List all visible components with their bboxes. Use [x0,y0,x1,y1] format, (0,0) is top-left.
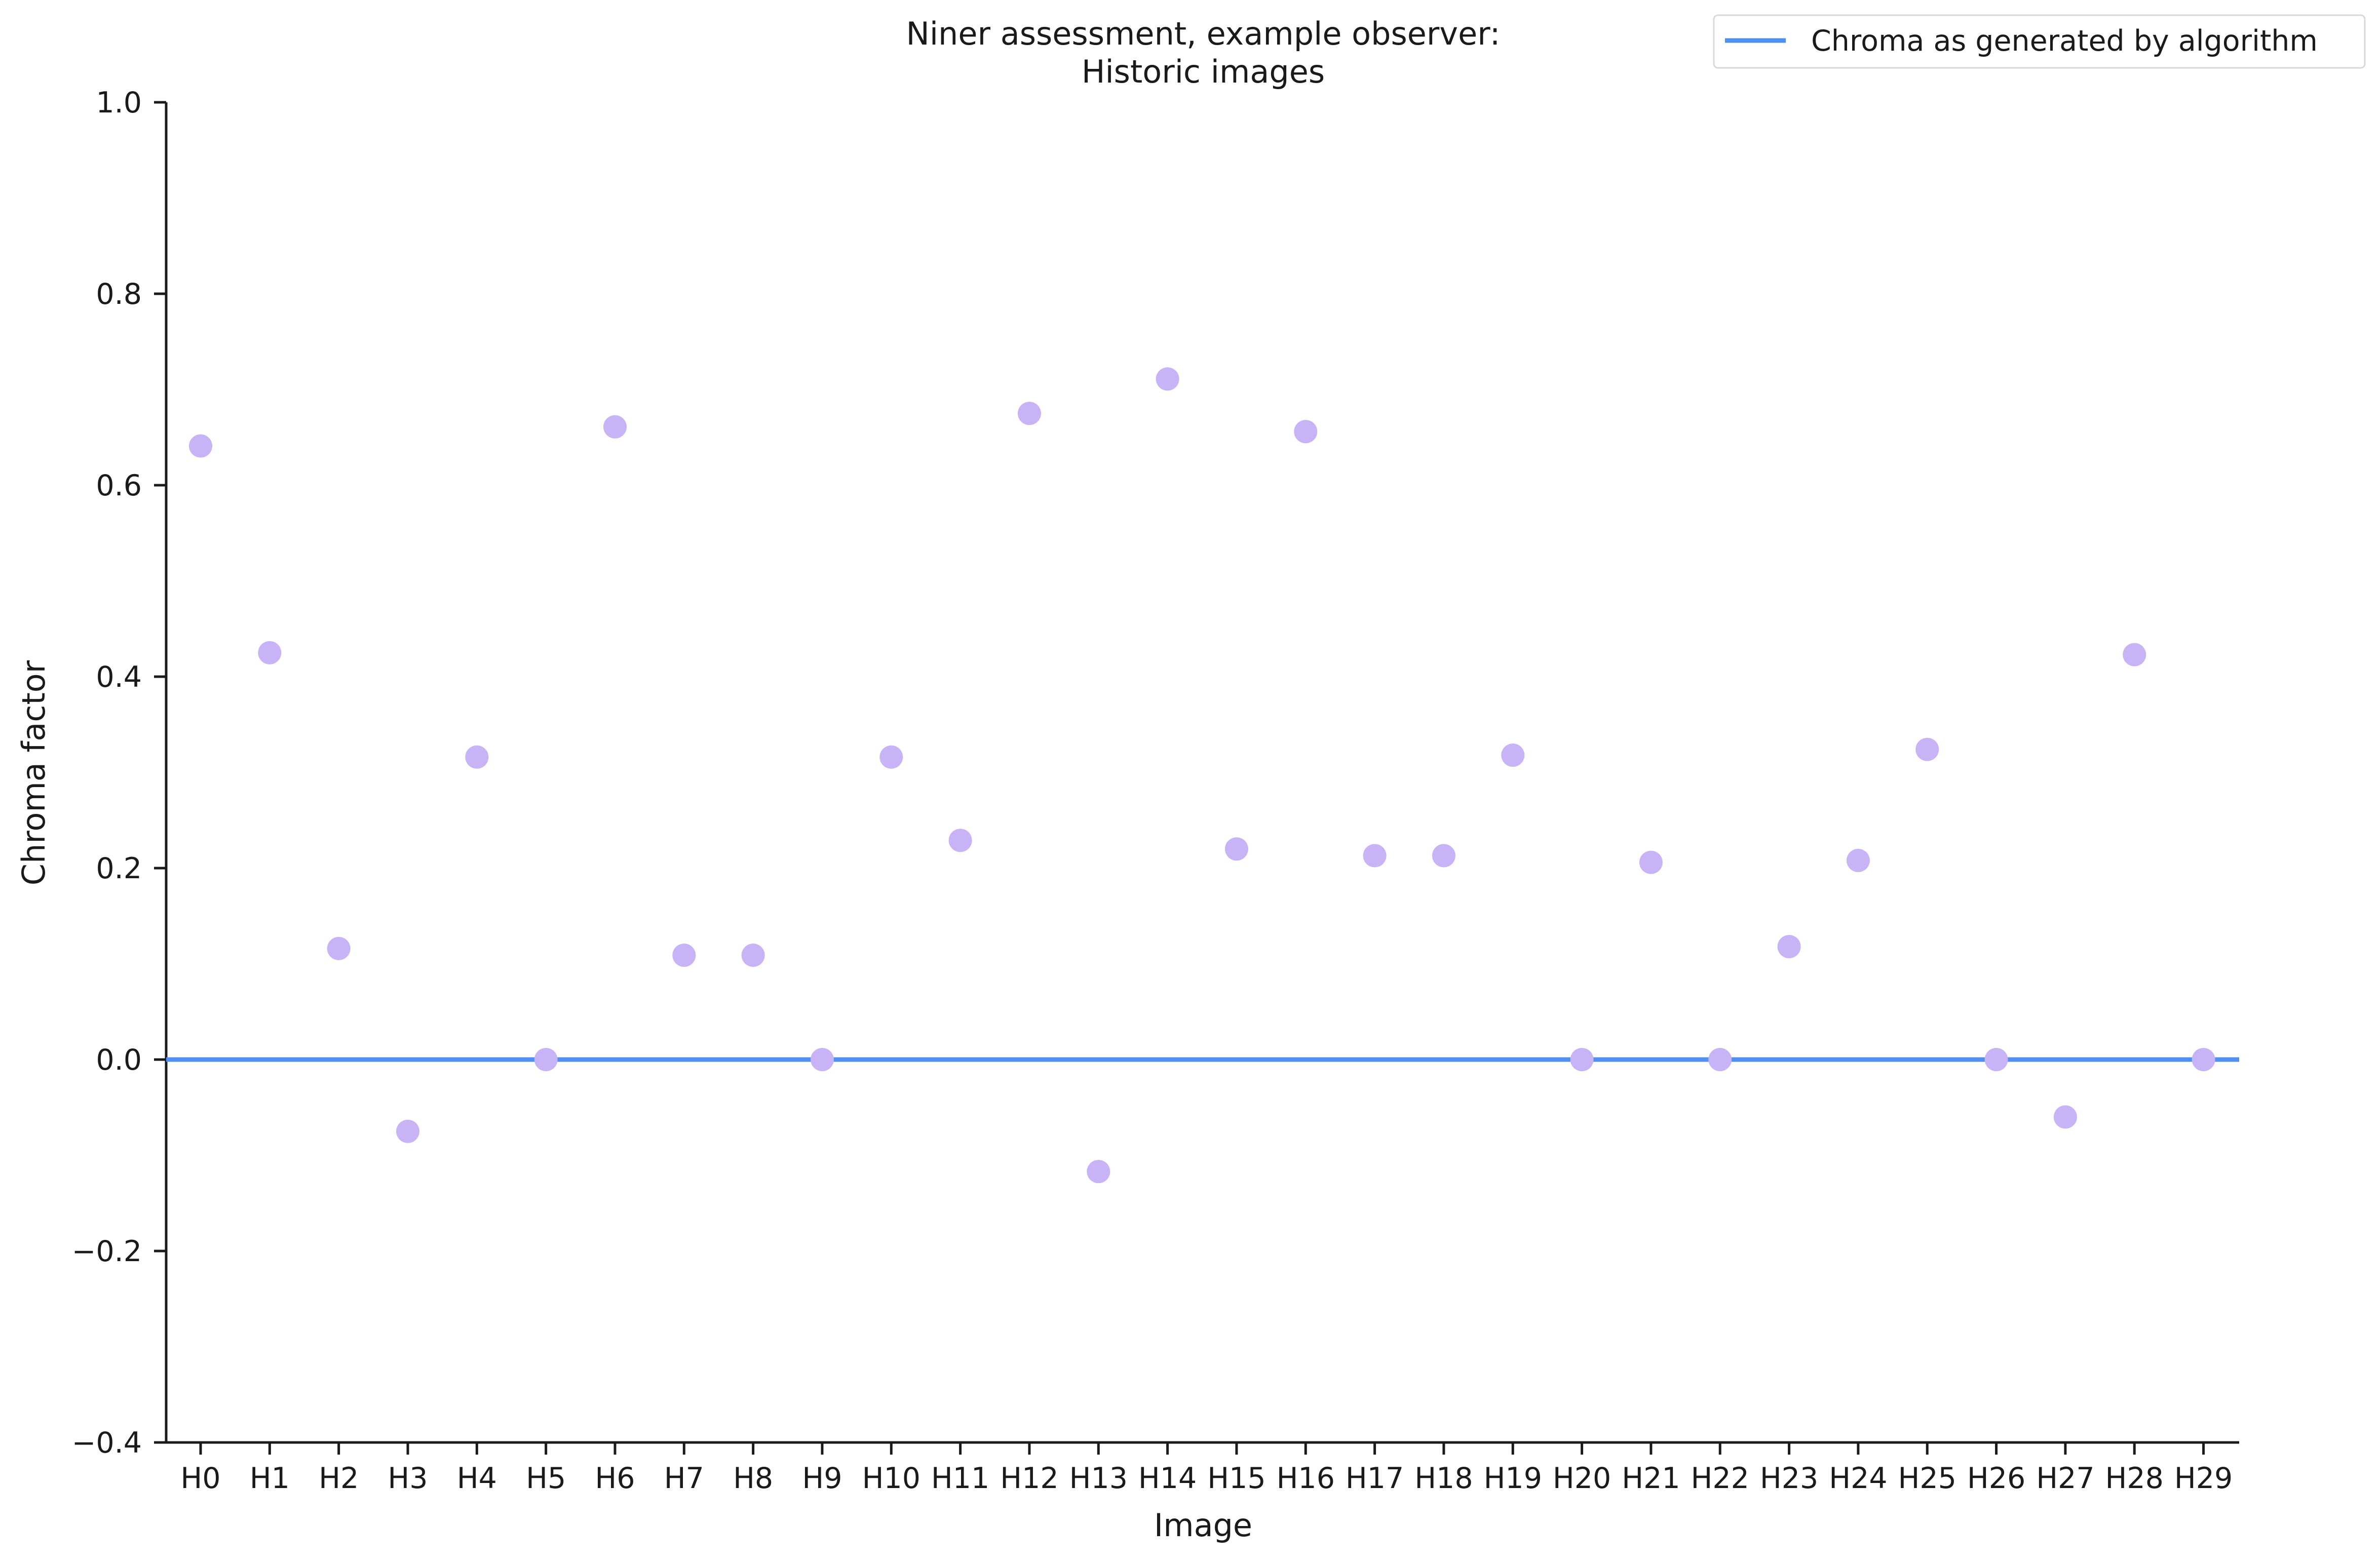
scatter-points [189,367,2215,1184]
x-axis: H0 H1 H2 H3 H4 H5 H6 H7 H8 H9 H10 H11 H12 H13 H14 H15 H1… [166,1441,2239,1495]
data-point [1432,844,1455,868]
x-tick-label: H7 [664,1462,704,1495]
x-tick-label: H0 [180,1462,220,1495]
x-tick-label: H25 [1898,1462,1956,1495]
data-point [396,1119,419,1143]
legend-frame [1713,14,2366,69]
data-point [1363,844,1387,868]
x-tick-label: H15 [1207,1462,1265,1495]
data-point [1708,1048,1732,1071]
x-tick-label: H9 [802,1462,842,1495]
data-point [1846,848,1870,872]
x-tick-label: H29 [2174,1462,2233,1495]
data-point [1777,934,1801,958]
chart-subtitle: Historic images [1082,53,1325,90]
y-tick-label: −0.2 [72,1235,142,1268]
legend-label: Chroma as generated by algorithm [1811,24,2318,58]
data-point [1501,743,1525,767]
y-tick-label: 0.6 [96,469,142,502]
data-point [1984,1048,2008,1071]
data-point [327,936,351,960]
x-tick-label: H6 [595,1462,635,1495]
x-tick-label: H4 [457,1462,497,1495]
data-point [1017,402,1041,425]
x-tick-label: H10 [862,1462,920,1495]
data-point [948,829,972,852]
data-point [1639,850,1663,874]
x-tick-label: H5 [526,1462,566,1495]
y-tick-label: 1.0 [96,86,142,120]
x-tick-label: H3 [388,1462,428,1495]
data-point [465,745,489,769]
data-point [258,641,282,665]
y-tick-label: 0.2 [96,852,142,885]
data-point [1294,420,1318,444]
data-point [1224,837,1248,861]
y-tick-label: 0.0 [96,1043,142,1077]
data-point [1915,737,1939,761]
data-point [879,745,903,769]
y-axis: 1.0 0.8 0.6 0.4 0.2 0.0 −0.2 −0.4 [72,86,168,1460]
x-tick-label: H12 [1000,1462,1058,1495]
x-tick-label: H18 [1414,1462,1473,1495]
x-tick-label: H21 [1622,1462,1680,1495]
x-tick-label: H8 [733,1462,773,1495]
x-tick-label: H22 [1691,1462,1749,1495]
y-tick-label: 0.8 [96,278,142,311]
chart-title: Niner assessment, example observer: [906,15,1500,52]
x-axis-title: Image [1154,1507,1252,1544]
x-tick-label: H26 [1967,1462,2025,1495]
x-tick-label: H1 [250,1462,290,1495]
data-point [741,943,765,967]
y-axis-title: Chroma factor [15,660,52,885]
data-point [1570,1048,1594,1071]
data-point [2053,1105,2077,1129]
y-tick-label: 0.4 [96,660,142,694]
data-point [1156,367,1179,391]
data-point [672,943,696,967]
x-tick-label: H11 [931,1462,989,1495]
data-point [810,1048,834,1071]
x-tick-label: H27 [2036,1462,2094,1495]
x-tick-label: H16 [1277,1462,1335,1495]
data-point [2192,1048,2215,1071]
data-point [603,415,627,439]
x-tick-label: H17 [1346,1462,1404,1495]
x-tick-label: H20 [1553,1462,1611,1495]
x-tick-label: H13 [1069,1462,1128,1495]
x-tick-label: H28 [2105,1462,2164,1495]
data-point [189,434,212,458]
data-point [2123,643,2146,667]
x-tick-label: H24 [1829,1462,1887,1495]
data-point [1087,1160,1110,1184]
x-tick-label: H14 [1138,1462,1197,1495]
data-point [534,1048,558,1071]
x-tick-label: H23 [1760,1462,1818,1495]
x-tick-label: H19 [1484,1462,1542,1495]
x-tick-label: H2 [319,1462,359,1495]
legend: Chroma as generated by algorithm [1713,14,2366,69]
y-tick-label: −0.4 [72,1426,142,1460]
